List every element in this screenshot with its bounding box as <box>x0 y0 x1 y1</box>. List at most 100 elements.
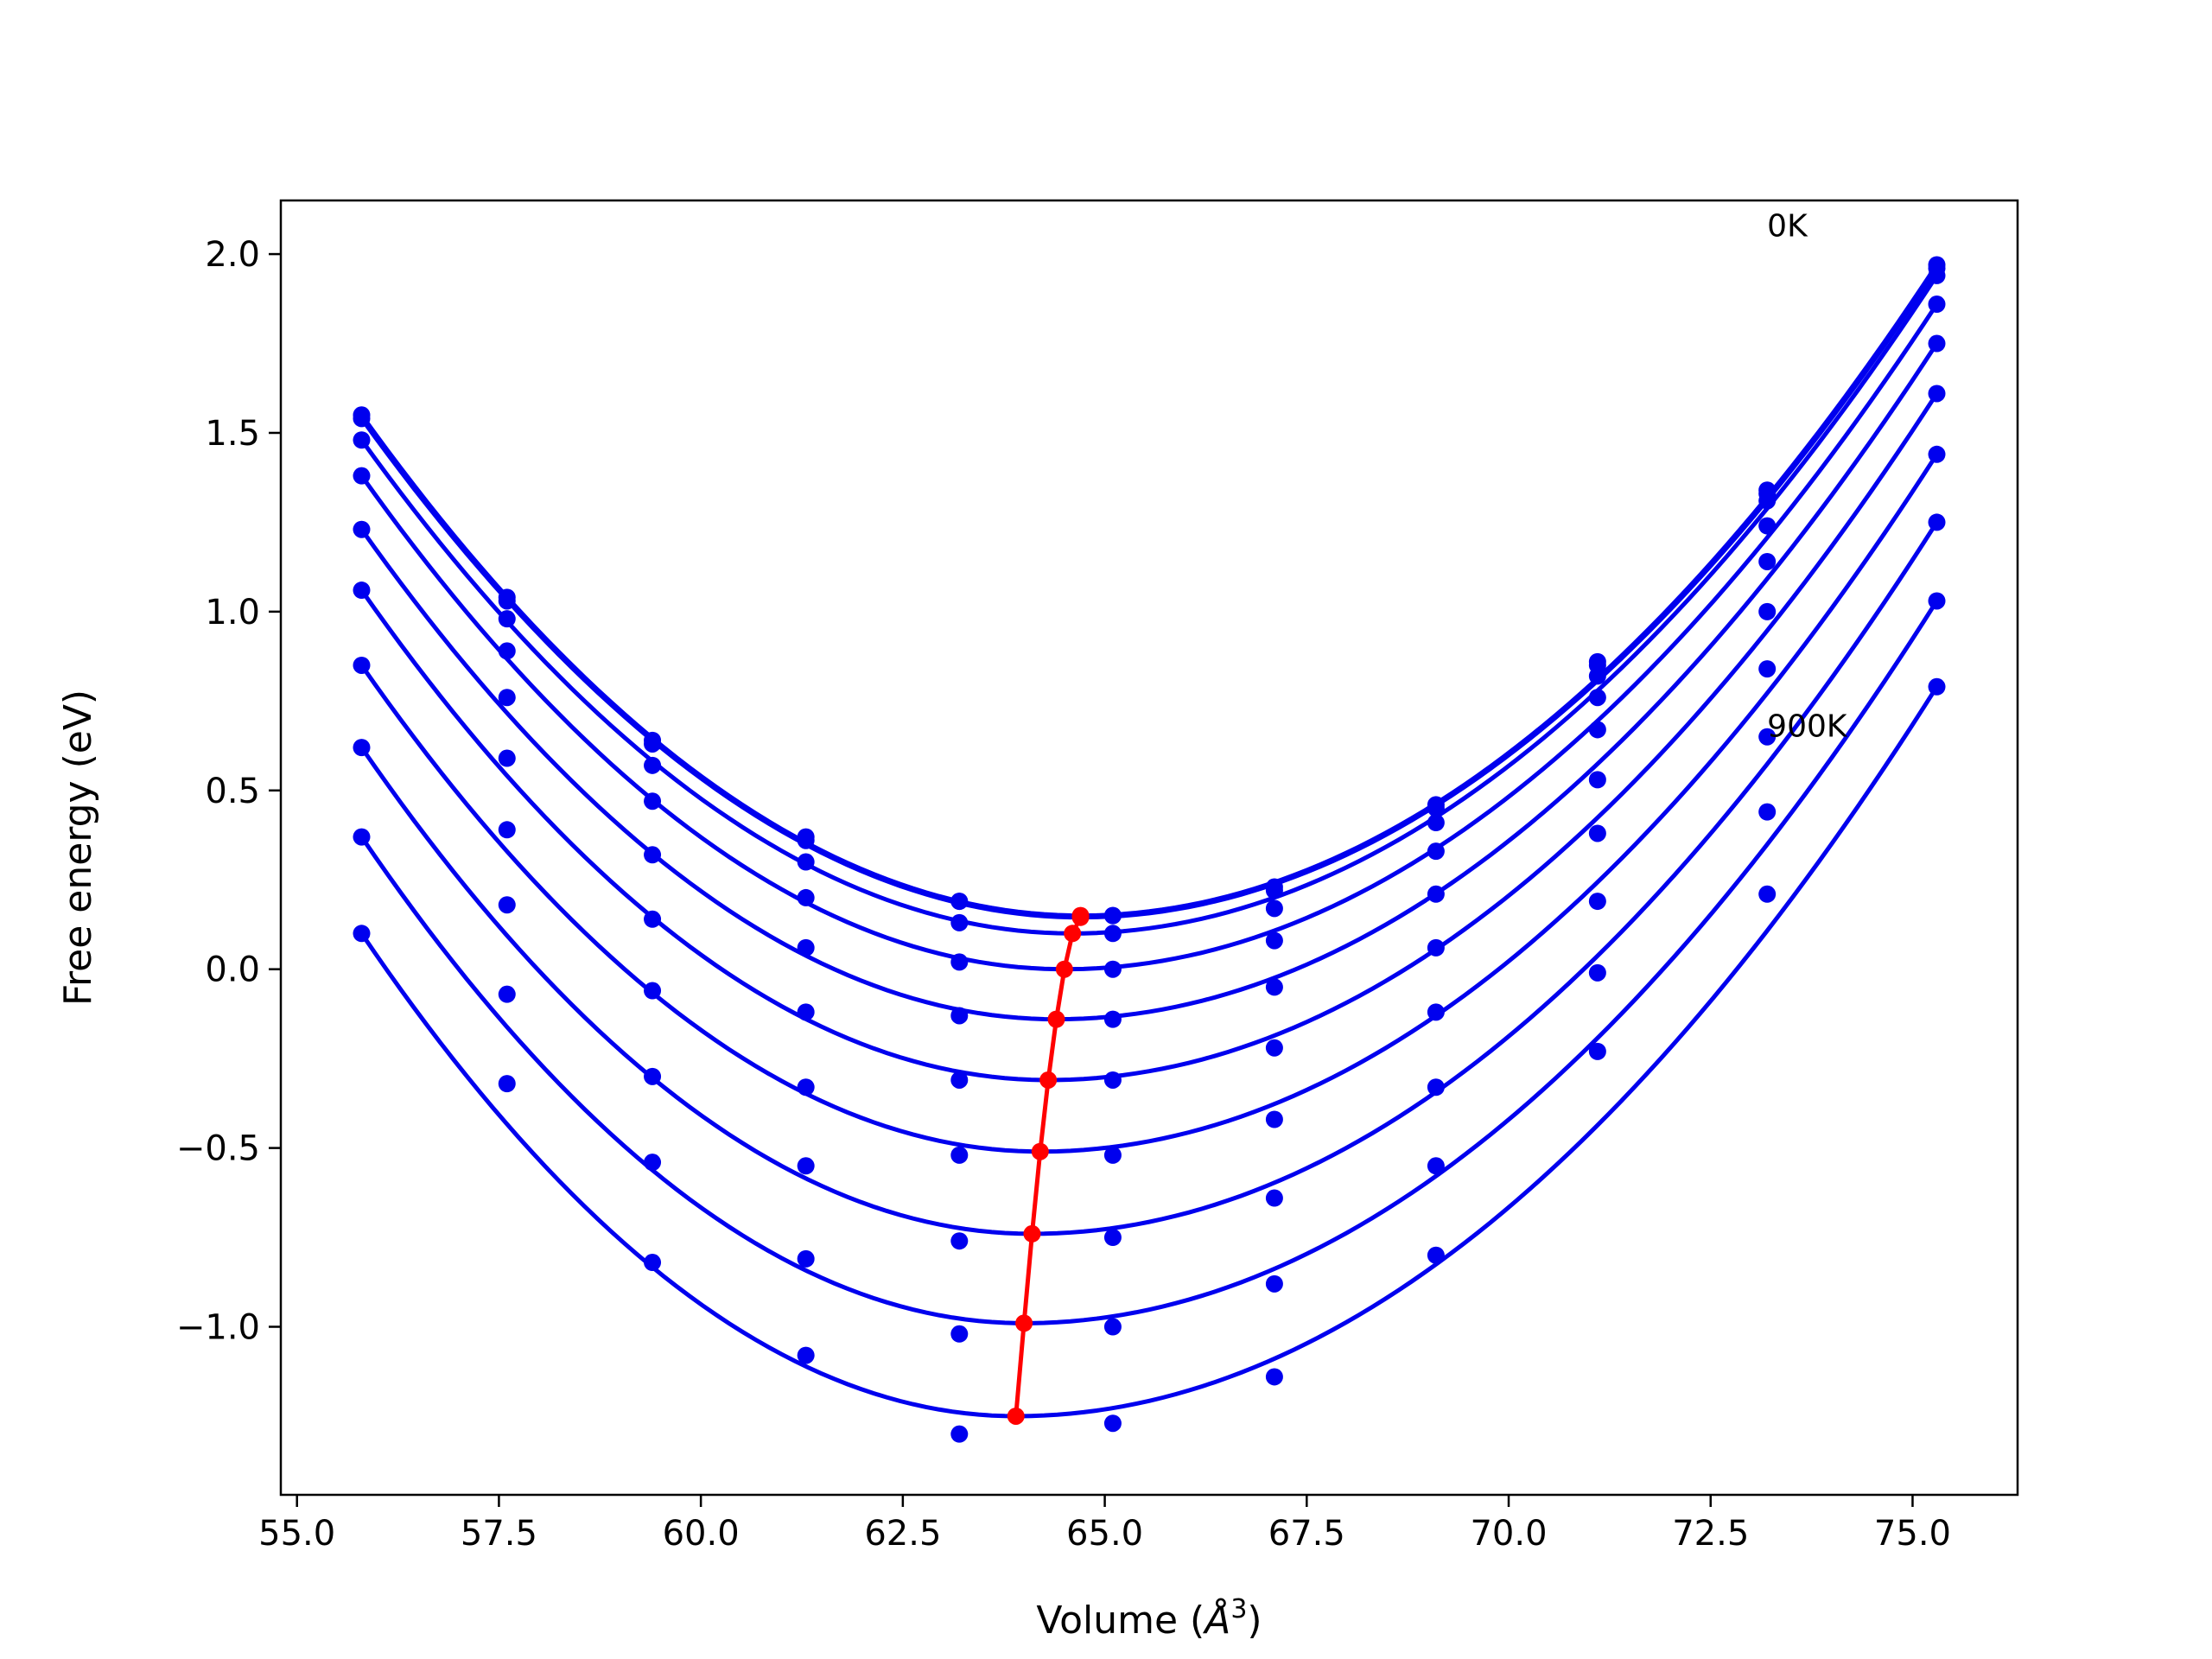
x-tick-label: 60.0 <box>663 1514 740 1554</box>
fit-curve <box>359 274 1939 936</box>
data-point <box>1928 445 1946 463</box>
data-point <box>1928 592 1946 610</box>
data-point <box>1265 881 1283 899</box>
data-point <box>1103 1146 1122 1164</box>
fit-curve <box>359 267 1939 920</box>
x-axis-title-unit: Å <box>1202 1597 1230 1643</box>
data-point <box>353 828 371 846</box>
data-point <box>1928 296 1946 314</box>
data-point <box>1265 931 1283 950</box>
data-point <box>1265 1368 1283 1386</box>
data-point <box>797 1346 815 1364</box>
annotations: 0K 900K <box>1767 208 1848 744</box>
data-point <box>644 982 662 1000</box>
data-point <box>1928 385 1946 403</box>
y-axis-title: Free energy (eV) <box>56 690 100 1006</box>
data-point <box>1265 978 1283 996</box>
data-point <box>1427 842 1445 861</box>
data-point <box>353 410 371 428</box>
data-point <box>950 913 969 931</box>
fit-curve <box>359 453 1939 1154</box>
minimum-path-line <box>1014 915 1084 1417</box>
plot-frame <box>279 199 2019 1497</box>
data-point <box>353 582 371 600</box>
fit-curve <box>359 342 1939 1022</box>
data-point <box>644 734 662 753</box>
minimum-point <box>1015 1314 1033 1332</box>
data-point <box>1928 677 1946 696</box>
data-point <box>498 821 516 839</box>
data-point <box>950 1425 969 1443</box>
data-point <box>1588 1042 1606 1060</box>
data-point <box>1588 771 1606 789</box>
data-point <box>1103 1010 1122 1028</box>
x-tick-label: 57.5 <box>461 1514 537 1554</box>
data-point <box>1427 814 1445 832</box>
data-point <box>353 467 371 485</box>
data-point <box>1427 1246 1445 1264</box>
x-tick-label: 62.5 <box>864 1514 941 1554</box>
x-tick-label: 55.0 <box>258 1514 335 1554</box>
data-point <box>498 689 516 707</box>
data-point <box>1265 1274 1283 1293</box>
data-point <box>498 642 516 660</box>
data-point <box>1103 1229 1122 1247</box>
data-point <box>1588 824 1606 842</box>
data-point <box>1427 938 1445 957</box>
y-tick-label: −1.0 <box>176 1308 260 1348</box>
data-point <box>644 910 662 928</box>
data-point <box>950 1146 969 1164</box>
y-tick-label: 0.5 <box>205 772 260 811</box>
data-point <box>498 985 516 1003</box>
data-point <box>797 1078 815 1096</box>
data-points <box>353 256 1946 1443</box>
data-point <box>1103 906 1122 925</box>
data-point <box>1758 803 1777 821</box>
data-point <box>1588 689 1606 707</box>
x-tick-label: 75.0 <box>1874 1514 1951 1554</box>
temperature-annotation: 0K <box>1767 208 1808 244</box>
data-point <box>1758 552 1777 570</box>
x-axis-title-superscript: 3 <box>1230 1594 1247 1624</box>
data-point <box>1588 963 1606 982</box>
data-point <box>1588 667 1606 685</box>
x-axis-ticks: 55.0 57.5 60.0 62.5 65.0 67.5 70.0 72.5 75.0 <box>258 1495 1951 1554</box>
x-tick-label: 65.0 <box>1066 1514 1143 1554</box>
minimum-energy-path <box>1007 906 1090 1425</box>
data-point <box>950 1007 969 1025</box>
data-point <box>1928 334 1946 353</box>
data-point <box>644 1154 662 1172</box>
data-point <box>797 1249 815 1268</box>
data-point <box>1588 893 1606 911</box>
data-point <box>797 853 815 871</box>
data-point <box>797 938 815 957</box>
data-point <box>1758 728 1777 746</box>
data-point <box>1588 721 1606 739</box>
data-point <box>1103 960 1122 978</box>
data-point <box>1427 885 1445 903</box>
y-tick-label: 1.0 <box>205 593 260 632</box>
data-point <box>1103 1318 1122 1336</box>
y-tick-label: 1.5 <box>205 414 260 454</box>
minimum-point <box>1047 1010 1065 1028</box>
data-point <box>1758 517 1777 535</box>
y-axis-ticks: −1.0 −0.5 0.0 0.5 1.0 1.5 2.0 <box>176 235 281 1348</box>
data-point <box>1265 1039 1283 1057</box>
fit-curve <box>359 685 1939 1419</box>
data-point <box>644 756 662 774</box>
data-point <box>797 888 815 906</box>
data-point <box>644 846 662 864</box>
data-point <box>797 1003 815 1021</box>
data-point <box>498 592 516 610</box>
data-point <box>797 1157 815 1175</box>
data-point <box>1758 660 1777 678</box>
data-point <box>1427 1003 1445 1021</box>
x-axis-title: Volume (Å3) <box>1036 1594 1262 1643</box>
minimum-point <box>1007 1407 1025 1425</box>
data-point <box>353 925 371 943</box>
y-tick-label: −0.5 <box>176 1129 260 1169</box>
x-axis-title-close: ) <box>1247 1599 1262 1643</box>
minimum-point <box>1071 908 1090 926</box>
data-point <box>1427 1078 1445 1096</box>
